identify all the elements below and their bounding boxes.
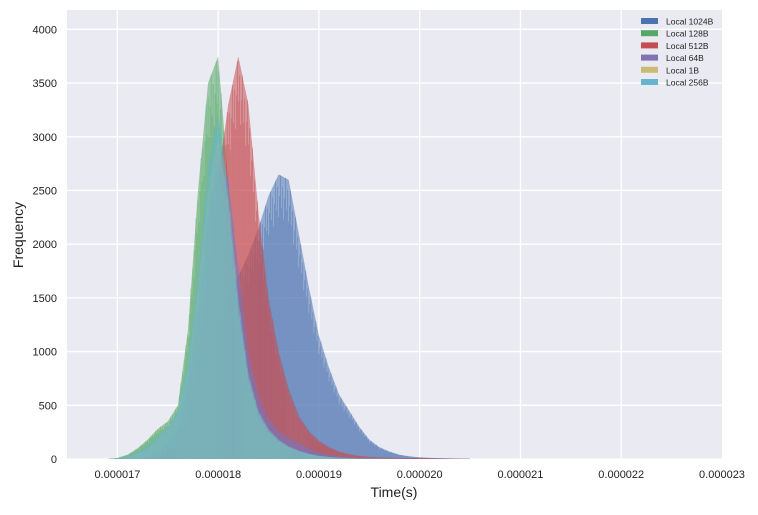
legend-swatch (641, 18, 658, 24)
y-tick-labels: 0 500 1000 1500 2000 2500 3000 3500 4000 (33, 24, 57, 466)
legend-item: Local 1B (641, 65, 699, 75)
legend-label: Local 64B (666, 53, 704, 63)
legend-item: Local 512B (641, 41, 709, 51)
y-tick-label: 3000 (33, 132, 57, 144)
legend-label: Local 512B (666, 41, 709, 51)
x-tick-label: 0.000020 (397, 469, 443, 481)
x-tick-label: 0.000017 (94, 469, 140, 481)
legend-item: Local 256B (641, 78, 709, 88)
y-tick-label: 4000 (33, 24, 57, 36)
y-tick-label: 0 (51, 454, 57, 466)
x-axis-label: Time(s) (371, 484, 418, 500)
y-tick-label: 3500 (33, 78, 57, 90)
legend-swatch (641, 30, 658, 37)
y-axis-label: Frequency (10, 202, 26, 268)
y-tick-label: 2000 (33, 239, 57, 251)
grid (67, 10, 722, 460)
legend: Local 1024B Local 128B Local 512B Local 64B… (641, 17, 714, 88)
legend-item: Local 128B (641, 29, 709, 39)
legend-label: Local 1B (666, 65, 699, 75)
y-tick-label: 1500 (33, 293, 57, 305)
x-tick-label: 0.000022 (598, 469, 644, 481)
x-tick-label: 0.000019 (296, 469, 342, 481)
legend-label: Local 128B (666, 29, 709, 39)
legend-swatch (641, 54, 658, 61)
x-tick-labels: 0.000017 0.000018 0.000019 0.000020 0.000021… (94, 469, 745, 481)
legend-swatch (641, 66, 658, 73)
series-areas (107, 56, 471, 460)
legend-swatch (641, 42, 658, 49)
legend-item: Local 1024B (641, 17, 714, 27)
legend-item: Local 64B (641, 53, 704, 63)
x-tick-label: 0.000018 (195, 469, 241, 481)
x-tick-label: 0.000023 (699, 469, 745, 481)
y-tick-label: 500 (39, 400, 57, 412)
x-tick-label: 0.000021 (498, 469, 544, 481)
plot-background (67, 10, 722, 459)
y-tick-label: 1000 (33, 347, 57, 359)
series-local-256b (107, 115, 471, 459)
legend-label: Local 256B (666, 78, 709, 88)
legend-label: Local 1024B (666, 17, 714, 27)
y-tick-label: 2500 (33, 185, 57, 197)
legend-swatch (641, 79, 658, 85)
